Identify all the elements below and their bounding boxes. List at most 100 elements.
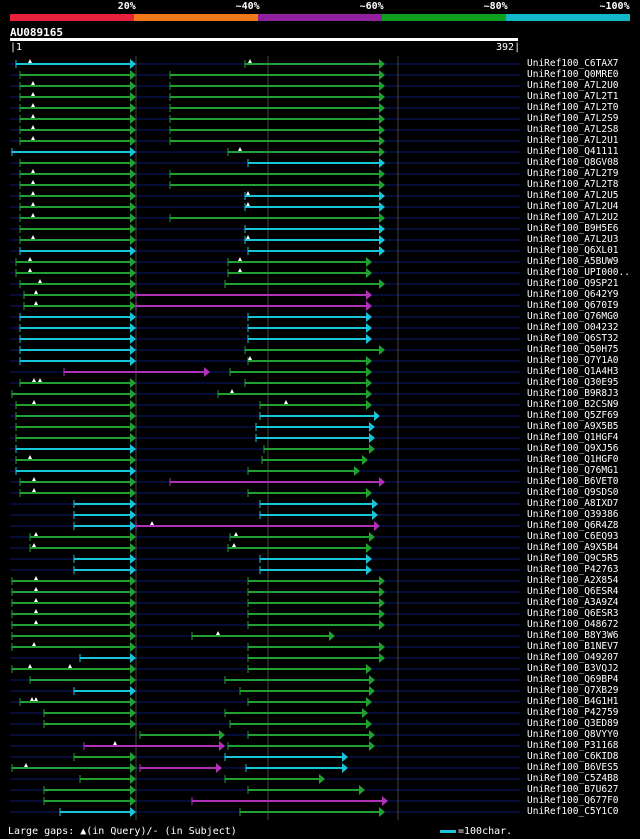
hit-label[interactable]: UniRef100_C5Z4B8 — [527, 773, 619, 784]
hit-label[interactable]: UniRef100_Q6XL01 — [527, 245, 619, 256]
hit-label[interactable]: UniRef100_Q7Y1A0 — [527, 355, 619, 366]
hit-label[interactable]: UniRef100_A7L2U2 — [527, 212, 619, 223]
segment-arrow — [369, 532, 375, 542]
hit-label[interactable]: UniRef100_Q8VYY0 — [527, 729, 619, 740]
segment-arrow — [130, 642, 136, 652]
hit-label[interactable]: UniRef100_A9X5B4 — [527, 542, 619, 553]
hit-label[interactable]: UniRef100_Q1HGF0 — [527, 454, 619, 465]
segment-arrow — [354, 466, 360, 476]
query-gap-marker — [32, 488, 36, 492]
hit-label[interactable]: UniRef100_P42763 — [527, 564, 619, 575]
hit-label[interactable]: UniRef100_A3A9Z4 — [527, 597, 619, 608]
hit-label[interactable]: UniRef100_B7U627 — [527, 784, 619, 795]
segment-arrow — [130, 455, 136, 465]
hit-label[interactable]: UniRef100_C6EQ93 — [527, 531, 619, 542]
hit-label[interactable]: UniRef100_A2X854 — [527, 575, 619, 586]
hit-label[interactable]: UniRef100_Q39386 — [527, 509, 619, 520]
hit-label[interactable]: UniRef100_Q3ED89 — [527, 718, 619, 729]
hit-label[interactable]: UniRef100_B2CSN9 — [527, 399, 619, 410]
hit-label[interactable]: UniRef100_P42759 — [527, 707, 619, 718]
hit-label[interactable]: UniRef100_Q6ESR4 — [527, 586, 619, 597]
hit-label[interactable]: UniRef100_Q5ZF69 — [527, 410, 619, 421]
hit-label[interactable]: UniRef100_Q50H75 — [527, 344, 619, 355]
hit-label[interactable]: UniRef100_A7L2T8 — [527, 179, 619, 190]
query-gap-marker — [238, 257, 242, 261]
hit-label[interactable]: UniRef100_A9X5B5 — [527, 421, 619, 432]
hit-label[interactable]: UniRef100_Q1HGF4 — [527, 432, 619, 443]
query-gap-marker — [31, 125, 35, 129]
hit-label[interactable]: UniRef100_Q6ST32 — [527, 333, 619, 344]
hit-label[interactable]: UniRef100_Q670I9 — [527, 300, 619, 311]
segment-arrow — [130, 774, 136, 784]
hit-label[interactable]: UniRef100_O49207 — [527, 652, 619, 663]
segment-arrow — [366, 543, 372, 553]
hit-label[interactable]: UniRef100_Q76MG0 — [527, 311, 619, 322]
hit-label[interactable]: UniRef100_A8IXD7 — [527, 498, 619, 509]
hit-label[interactable]: UniRef100_B9R8J3 — [527, 388, 619, 399]
segment-arrow — [130, 147, 136, 157]
segment-arrow — [369, 741, 375, 751]
segment-arrow — [366, 400, 372, 410]
hit-label[interactable]: UniRef100_B6VET0 — [527, 476, 619, 487]
hit-label[interactable]: UniRef100_C6KID8 — [527, 751, 619, 762]
hit-label[interactable]: UniRef100_Q9SDS0 — [527, 487, 619, 498]
hit-label[interactable]: UniRef100_Q0MRE0 — [527, 69, 619, 80]
legend-segment — [10, 14, 134, 21]
hit-label[interactable]: UniRef100_Q9XJ56 — [527, 443, 619, 454]
hit-label[interactable]: UniRef100_A7L2U0 — [527, 80, 619, 91]
hit-label[interactable]: UniRef100_O04232 — [527, 322, 619, 333]
hit-label[interactable]: UniRef100_A7L2S9 — [527, 113, 619, 124]
hit-label[interactable]: UniRef100_Q76MG1 — [527, 465, 619, 476]
hit-label[interactable]: UniRef100_B9H5E6 — [527, 223, 619, 234]
query-gap-marker — [248, 59, 252, 63]
hit-label[interactable]: UniRef100_B8Y3W6 — [527, 630, 619, 641]
hit-label[interactable]: UniRef100_B4G1H1 — [527, 696, 619, 707]
hit-label[interactable]: UniRef100_Q7XB29 — [527, 685, 619, 696]
hit-label[interactable]: UniRef100_Q41111 — [527, 146, 619, 157]
query-gap-marker — [34, 532, 38, 536]
query-gap-marker — [34, 609, 38, 613]
hit-label[interactable]: UniRef100_P31168 — [527, 740, 619, 751]
hit-label[interactable]: UniRef100_C6TAX7 — [527, 58, 619, 69]
hit-label[interactable]: UniRef100_UPI000.. — [527, 267, 630, 278]
hit-label[interactable]: UniRef100_A7L2U4 — [527, 201, 619, 212]
hit-label[interactable]: UniRef100_Q677F0 — [527, 795, 619, 806]
hit-label[interactable]: UniRef100_Q6ESR3 — [527, 608, 619, 619]
query-gap-marker — [31, 191, 35, 195]
segment-arrow — [379, 576, 385, 586]
hit-label[interactable]: UniRef100_B6VES5 — [527, 762, 619, 773]
hit-label[interactable]: UniRef100_C5Y1C0 — [527, 806, 619, 817]
hit-label[interactable]: UniRef100_A7L2T0 — [527, 102, 619, 113]
hit-label[interactable]: UniRef100_O48672 — [527, 619, 619, 630]
hit-label[interactable]: UniRef100_Q6R4Z8 — [527, 520, 619, 531]
query-bar — [10, 38, 518, 41]
legend-label: ~60% — [359, 1, 384, 12]
hit-label[interactable]: UniRef100_A7L2T1 — [527, 91, 619, 102]
hit-label[interactable]: UniRef100_A7L2U3 — [527, 234, 619, 245]
query-gap-marker — [284, 400, 288, 404]
hit-label[interactable]: UniRef100_B3VQJ2 — [527, 663, 619, 674]
hit-label[interactable]: UniRef100_Q30E95 — [527, 377, 619, 388]
hit-label[interactable]: UniRef100_A7L2U5 — [527, 190, 619, 201]
hit-label[interactable]: UniRef100_B1NEV7 — [527, 641, 619, 652]
hit-label[interactable]: UniRef100_A7L2U1 — [527, 135, 619, 146]
hit-label[interactable]: UniRef100_A7L2T9 — [527, 168, 619, 179]
segment-arrow — [379, 224, 385, 234]
hit-label[interactable]: UniRef100_Q9SP21 — [527, 278, 619, 289]
hit-label[interactable]: UniRef100_Q69BP4 — [527, 674, 619, 685]
segment-arrow — [130, 202, 136, 212]
hit-label[interactable]: UniRef100_Q8GV08 — [527, 157, 619, 168]
hit-label[interactable]: UniRef100_A7L2S8 — [527, 124, 619, 135]
hit-label[interactable]: UniRef100_Q9C5R5 — [527, 553, 619, 564]
hit-label[interactable]: UniRef100_A5BUW9 — [527, 256, 619, 267]
segment-arrow — [130, 598, 136, 608]
legend-segment — [134, 14, 258, 21]
segment-arrow — [130, 554, 136, 564]
segment-arrow — [130, 169, 136, 179]
segment-arrow — [382, 796, 388, 806]
segment-arrow — [366, 290, 372, 300]
hit-label[interactable]: UniRef100_Q1A4H3 — [527, 366, 619, 377]
segment-arrow — [379, 609, 385, 619]
hit-label[interactable]: UniRef100_Q642Y9 — [527, 289, 619, 300]
